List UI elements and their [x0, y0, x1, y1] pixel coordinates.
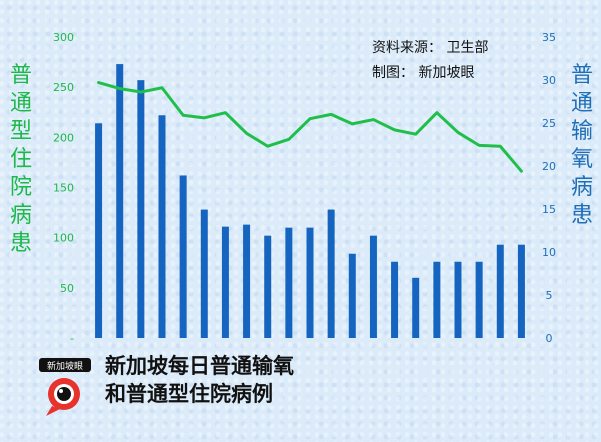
right-tick-label: 35 [542, 31, 556, 44]
line-point [203, 116, 206, 120]
right-tick-label: 10 [542, 246, 556, 259]
credit-text: 制图： 新加坡眼 [372, 65, 475, 81]
chart: - 50 100 150 200 250 300 0 5 10 15 20 25 30 35 [53, 31, 556, 345]
bar [137, 80, 145, 338]
right-axis-title: 普通输氧病患 [570, 63, 593, 228]
logo: 新加坡眼 [39, 358, 91, 416]
bar [116, 64, 124, 338]
left-tick-label: 300 [53, 31, 74, 44]
line-point [329, 113, 333, 116]
line-point [160, 86, 164, 89]
left-axis-ticks: - 50 100 150 200 250 300 [53, 31, 74, 345]
line-point [351, 122, 354, 126]
line-point [372, 118, 375, 121]
right-tick-label: 15 [542, 203, 556, 216]
line-point [266, 145, 269, 148]
right-tick-label: 30 [542, 74, 556, 87]
line-point [477, 144, 481, 147]
source-text: 资料来源： 卫生部 [372, 40, 489, 56]
line-point [97, 81, 100, 84]
line-point [139, 90, 143, 94]
bar [200, 209, 208, 338]
line-point [287, 138, 291, 141]
left-tick-label: 50 [60, 282, 74, 295]
bar [179, 175, 187, 338]
bar [348, 253, 356, 338]
line-point [245, 132, 248, 135]
line-point [224, 111, 227, 114]
bar [264, 235, 272, 338]
left-axis-title: 普通型住院病患 [9, 63, 32, 256]
left-tick-label: 250 [53, 81, 74, 94]
line-point [499, 145, 502, 148]
bar [327, 209, 335, 338]
bar [306, 227, 314, 338]
bar [369, 235, 377, 338]
line-series [97, 81, 523, 173]
bar [243, 224, 251, 338]
line-point [118, 87, 121, 90]
line-point [520, 169, 523, 173]
right-tick-label: 20 [542, 160, 556, 173]
svg-text:新加坡眼: 新加坡眼 [47, 360, 83, 372]
chart-title-line-2: 和普通型住院病例 [105, 382, 273, 406]
line-point [456, 131, 460, 134]
right-tick-label: 5 [546, 289, 553, 302]
line-point [393, 128, 396, 132]
left-tick-label: 150 [53, 182, 74, 195]
line-point [414, 132, 417, 136]
bar [285, 227, 293, 338]
bar [412, 277, 420, 338]
line-point [308, 117, 312, 120]
left-tick-label: - [70, 332, 74, 345]
bar [95, 123, 103, 338]
bar-series [95, 64, 525, 338]
left-tick-label: 200 [53, 131, 74, 144]
bar [391, 261, 399, 338]
line-point [181, 114, 185, 117]
bar [221, 226, 229, 338]
line-point [435, 111, 439, 114]
bar [517, 244, 525, 338]
right-tick-label: 25 [542, 117, 556, 130]
bar [454, 261, 462, 338]
chart-title: 新加坡每日普通输氧 和普通型住院病例 [105, 352, 294, 408]
right-axis-ticks: 0 5 10 15 20 25 30 35 [542, 31, 556, 345]
bar [433, 261, 441, 338]
bar [158, 115, 166, 338]
right-tick-label: 0 [546, 332, 553, 345]
chart-title-line-1: 新加坡每日普通输氧 [105, 354, 294, 378]
bar [475, 261, 483, 338]
bar [496, 244, 504, 338]
left-tick-label: 100 [53, 232, 74, 245]
